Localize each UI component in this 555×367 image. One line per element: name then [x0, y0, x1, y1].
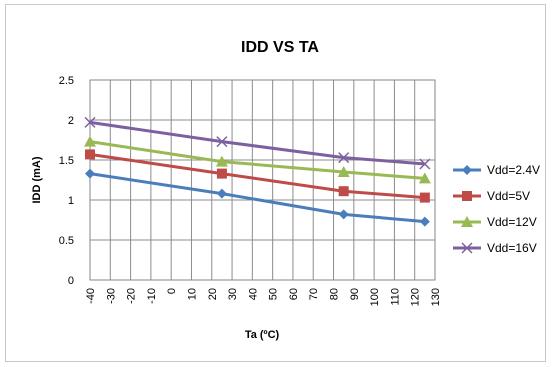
- data-point-x: [216, 136, 228, 148]
- data-point-x-stroke: [216, 136, 228, 148]
- legend-item: Vdd=16V: [453, 241, 537, 255]
- x-tick-label: 80: [329, 288, 341, 300]
- y-axis-label: IDD (mA): [31, 156, 43, 203]
- data-point-diamond: [419, 216, 430, 227]
- x-tick-label: 10: [186, 288, 198, 300]
- plot-area-border: [89, 79, 436, 281]
- data-point-diamond: [462, 165, 472, 175]
- x-tick-label: -20: [126, 288, 138, 304]
- series-line: [89, 172, 425, 224]
- x-tick-label: 60: [288, 288, 300, 300]
- x-tick-label: 110: [389, 288, 401, 306]
- x-tick-label: 100: [369, 288, 381, 306]
- legend-label: Vdd=5V: [487, 189, 530, 203]
- data-point-triangle: [461, 216, 473, 227]
- y-tick-label: 1.5: [59, 155, 74, 167]
- legend-label: Vdd=12V: [487, 215, 537, 229]
- data-point-x: [461, 242, 473, 254]
- data-point-square: [216, 168, 227, 179]
- data-point-triangle: [337, 166, 350, 177]
- data-point-square: [462, 191, 472, 201]
- data-point-x: [84, 116, 96, 128]
- legend-item: Vdd=5V: [453, 189, 530, 203]
- series-group: [84, 135, 431, 184]
- legend-label: Vdd=16V: [487, 241, 537, 255]
- y-tick-label: 1: [68, 195, 74, 207]
- legend-item: Vdd=12V: [453, 215, 537, 229]
- y-tick-label: 2: [68, 115, 74, 127]
- data-point-triangle: [418, 172, 431, 184]
- data-point-x: [338, 152, 350, 164]
- x-tick-label: 40: [247, 288, 259, 300]
- data-point-square: [338, 186, 349, 197]
- data-point-x-stroke: [338, 152, 350, 164]
- x-tick-label: 130: [430, 288, 442, 306]
- data-point-x-stroke: [461, 242, 473, 254]
- series-group: [85, 149, 430, 203]
- series-group: [84, 116, 431, 170]
- x-tick-label: 50: [268, 288, 280, 300]
- legend-label: Vdd=2.4V: [487, 163, 540, 177]
- data-point-square: [419, 192, 430, 203]
- chart-frame: [5, 4, 546, 362]
- data-point-diamond: [85, 168, 95, 179]
- series-line: [89, 152, 425, 200]
- x-tick-label: 0: [166, 288, 178, 294]
- legend-item: Vdd=2.4V: [453, 163, 540, 177]
- data-point-x-stroke: [419, 158, 431, 170]
- x-tick-label: 120: [410, 288, 422, 306]
- series-layer: [84, 116, 431, 227]
- x-tick-label: 90: [349, 288, 361, 300]
- chart-title: IDD VS TA: [241, 39, 319, 56]
- data-point-diamond: [338, 209, 349, 220]
- x-tick-label: -40: [85, 288, 97, 304]
- x-tick-label: 70: [308, 288, 320, 300]
- data-point-diamond: [216, 188, 227, 199]
- x-tick-label: -10: [146, 288, 158, 304]
- data-point-triangle: [84, 135, 96, 147]
- series-group: [85, 168, 430, 227]
- x-tick-label: 20: [207, 288, 219, 300]
- data-point-square: [85, 149, 95, 160]
- series-line: [89, 140, 425, 180]
- legend: Vdd=2.4V Vdd=5V Vdd=12V Vdd=16V: [453, 163, 540, 255]
- x-tick-label: -30: [105, 288, 117, 304]
- data-point-triangle: [215, 155, 228, 167]
- y-tick-label: 2.5: [59, 75, 74, 87]
- x-axis-label: Ta (ºC): [245, 329, 280, 341]
- x-tick-label: 30: [227, 288, 239, 300]
- y-tick-label: 0.5: [59, 235, 74, 247]
- y-tick-labels: 0 0.5 1 1.5 2 2.5: [59, 75, 74, 287]
- y-tick-label: 0: [68, 275, 74, 287]
- data-point-x-stroke: [84, 116, 96, 128]
- series-line: [89, 120, 425, 166]
- data-point-x: [419, 158, 431, 170]
- x-tick-labels: -40 -30 -20 -10 0 10 20 30 40 50 60 70 80 90 100 110 120…: [85, 288, 442, 306]
